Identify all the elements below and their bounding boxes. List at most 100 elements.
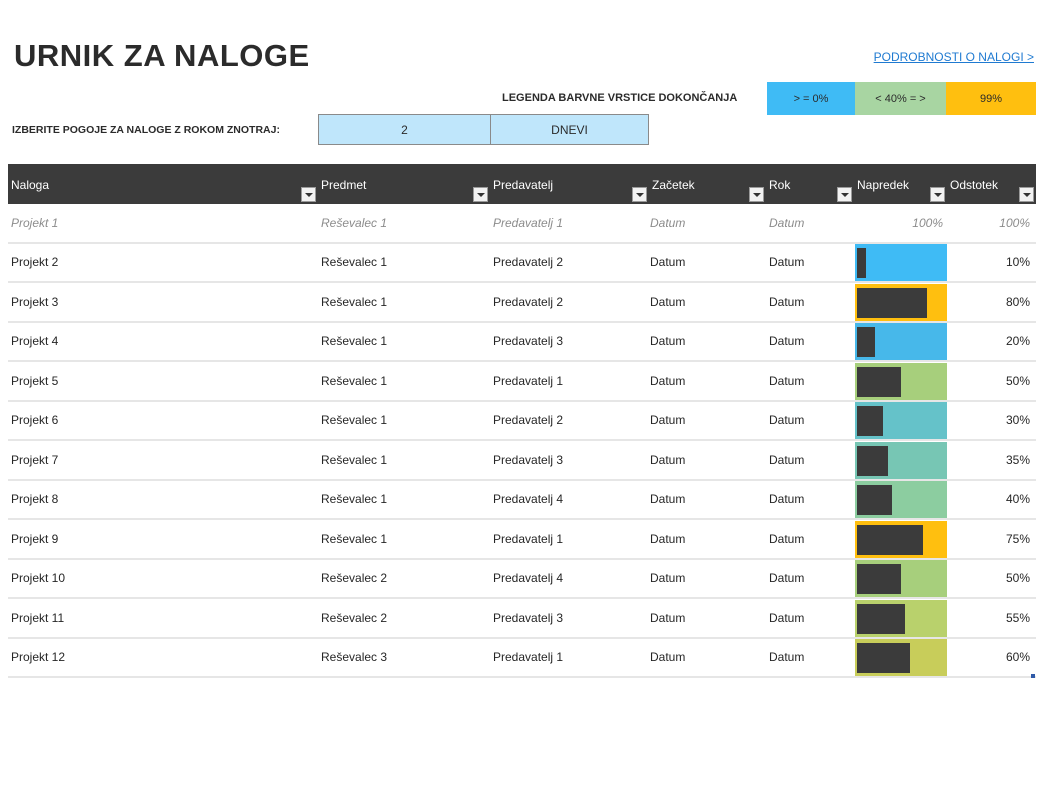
cell-task: Projekt 11 xyxy=(11,610,65,625)
progress-bar xyxy=(855,520,947,558)
cell-task: Projekt 9 xyxy=(11,531,59,546)
cell-start: Datum xyxy=(650,571,686,585)
cell-subject: Reševalec 1 xyxy=(321,216,388,230)
cell-percent: 50% xyxy=(1005,373,1030,388)
column-header-subject-label: Predmet xyxy=(321,178,367,192)
cell-assignee: Predavatelj 1 xyxy=(493,531,564,546)
cell-due: Datum xyxy=(769,255,805,269)
cell-due: Datum xyxy=(769,650,805,664)
column-header-due: Rok xyxy=(766,164,854,204)
cell-task: Projekt 3 xyxy=(11,294,59,309)
table-row[interactable]: Projekt 4 Reševalec 1 Predavatelj 3 Datum Da… xyxy=(8,323,1036,362)
table-row[interactable]: Projekt 2 Reševalec 1 Predavatelj 2 Datum Da… xyxy=(8,244,1036,283)
progress-bar xyxy=(855,639,947,676)
legend-item-mid: < 40% = > xyxy=(855,82,946,115)
filter-dropdown-icon[interactable] xyxy=(749,187,764,202)
cell-due: Datum xyxy=(769,216,805,230)
cell-start: Datum xyxy=(650,413,686,427)
progress-bar-fill xyxy=(857,366,901,397)
legend-item-high: 99% xyxy=(946,82,1036,115)
progress-bar xyxy=(855,441,947,479)
cell-subject: Reševalec 1 xyxy=(321,294,388,309)
cell-subject: Reševalec 3 xyxy=(321,650,388,664)
table-row[interactable]: Projekt 11 Reševalec 2 Predavatelj 3 Datum D… xyxy=(8,599,1036,639)
cell-start: Datum xyxy=(650,452,686,467)
due-filter-label: IZBERITE POGOJE ZA NALOGE Z ROKOM ZNOTRA… xyxy=(12,124,280,136)
filter-dropdown-icon[interactable] xyxy=(930,187,945,202)
progress-bar-fill xyxy=(857,524,923,555)
cell-percent: 35% xyxy=(1005,452,1030,467)
cell-percent: 80% xyxy=(1005,294,1030,309)
progress-bar xyxy=(855,599,947,637)
cell-due: Datum xyxy=(769,610,805,625)
column-header-task: Naloga xyxy=(8,164,318,204)
cell-percent: 20% xyxy=(1005,334,1030,348)
table-header: Naloga Predmet Predavatelj Začetek Rok N… xyxy=(8,164,1036,204)
cell-assignee: Predavatelj 2 xyxy=(493,413,564,427)
progress-bar-fill xyxy=(857,287,927,318)
column-header-subject: Predmet xyxy=(318,164,490,204)
table-row[interactable]: Projekt 10 Reševalec 2 Predavatelj 4 Datum D… xyxy=(8,560,1036,599)
page-title: URNIK ZA NALOGE xyxy=(14,38,310,73)
table-row[interactable]: Projekt 5 Reševalec 1 Predavatelj 1 Datum Da… xyxy=(8,362,1036,402)
cell-due: Datum xyxy=(769,373,805,388)
due-days-input[interactable]: 2 xyxy=(318,114,491,145)
cell-due: Datum xyxy=(769,413,805,427)
task-details-link[interactable]: PODROBNOSTI O NALOGI > xyxy=(873,50,1034,64)
legend-label: LEGENDA BARVNE VRSTICE DOKONČANJA xyxy=(502,92,738,104)
cell-task: Projekt 1 xyxy=(11,216,59,230)
progress-bar xyxy=(855,323,947,360)
progress-bar xyxy=(855,244,947,281)
cell-subject: Reševalec 1 xyxy=(321,452,388,467)
progress-bar xyxy=(855,402,947,439)
table-row[interactable]: Projekt 6 Reševalec 1 Predavatelj 2 Datum Da… xyxy=(8,402,1036,441)
table-row[interactable]: Projekt 7 Reševalec 1 Predavatelj 3 Datum Da… xyxy=(8,441,1036,481)
table-resize-handle[interactable] xyxy=(1031,674,1035,678)
progress-bar-fill xyxy=(857,643,910,673)
cell-due: Datum xyxy=(769,334,805,348)
progress-bar xyxy=(855,481,947,518)
cell-start: Datum xyxy=(650,610,686,625)
column-header-progress-label: Napredek xyxy=(857,178,910,192)
legend-item-low: > = 0% xyxy=(767,82,855,115)
cell-start: Datum xyxy=(650,373,686,388)
table-row[interactable]: Projekt 8 Reševalec 1 Predavatelj 4 Datum Da… xyxy=(8,481,1036,520)
column-header-start: Začetek xyxy=(649,164,766,204)
filter-dropdown-icon[interactable] xyxy=(301,187,316,202)
progress-bar-fill xyxy=(857,564,901,594)
cell-task: Projekt 7 xyxy=(11,452,59,467)
filter-dropdown-icon[interactable] xyxy=(632,187,647,202)
cell-due: Datum xyxy=(769,452,805,467)
cell-percent: 30% xyxy=(1005,413,1030,427)
filter-dropdown-icon[interactable] xyxy=(1019,187,1034,202)
cell-start: Datum xyxy=(650,334,686,348)
filter-dropdown-icon[interactable] xyxy=(473,187,488,202)
progress-bar-fill xyxy=(857,248,866,278)
table-row[interactable]: Projekt 12 Reševalec 3 Predavatelj 1 Datum D… xyxy=(8,639,1036,678)
cell-progress-text: 100% xyxy=(912,216,943,230)
cell-assignee: Predavatelj 1 xyxy=(493,373,564,388)
column-header-percent-label: Odstotek xyxy=(950,178,999,192)
cell-task: Projekt 2 xyxy=(11,255,59,269)
filter-dropdown-icon[interactable] xyxy=(837,187,852,202)
column-header-progress: Napredek xyxy=(854,164,947,204)
column-header-start-label: Začetek xyxy=(652,178,695,192)
table-row[interactable]: Projekt 3 Reševalec 1 Predavatelj 2 Datum Da… xyxy=(8,283,1036,323)
cell-due: Datum xyxy=(769,571,805,585)
cell-assignee: Predavatelj 2 xyxy=(493,294,564,309)
cell-assignee: Predavatelj 3 xyxy=(493,334,564,348)
table-row[interactable]: Projekt 9 Reševalec 1 Predavatelj 1 Datum Da… xyxy=(8,520,1036,560)
cell-task: Projekt 12 xyxy=(11,650,66,664)
cell-subject: Reševalec 1 xyxy=(321,334,388,348)
cell-percent: 55% xyxy=(1005,610,1030,625)
table-row-sample[interactable]: Projekt 1 Reševalec 1 Predavatelj 1 Datu… xyxy=(8,205,1036,244)
cell-assignee: Predavatelj 4 xyxy=(493,492,564,506)
progress-bar-fill xyxy=(857,603,905,634)
cell-task: Projekt 5 xyxy=(11,373,59,388)
cell-subject: Reševalec 2 xyxy=(321,571,388,585)
cell-due: Datum xyxy=(769,492,805,506)
cell-assignee: Predavatelj 3 xyxy=(493,452,564,467)
cell-subject: Reševalec 2 xyxy=(321,610,388,625)
cell-start: Datum xyxy=(650,294,686,309)
progress-bar-fill xyxy=(857,406,883,436)
